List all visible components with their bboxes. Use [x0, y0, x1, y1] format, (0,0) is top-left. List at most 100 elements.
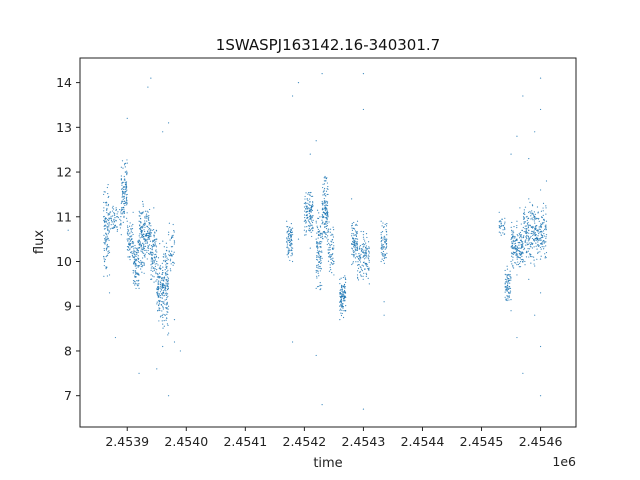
data-point — [155, 238, 157, 240]
data-point — [138, 235, 140, 237]
data-point — [156, 273, 159, 275]
data-point — [137, 240, 139, 243]
data-point — [138, 261, 140, 263]
data-point — [105, 249, 107, 251]
data-point — [123, 179, 125, 181]
data-point — [108, 246, 110, 248]
data-point — [359, 271, 362, 273]
data-point — [167, 332, 170, 334]
data-point — [158, 267, 160, 269]
data-point — [322, 186, 324, 189]
data-point — [540, 248, 542, 250]
data-point — [156, 251, 158, 253]
data-point — [132, 251, 135, 253]
data-point — [537, 218, 540, 220]
data-point — [331, 258, 333, 260]
data-point — [117, 211, 119, 213]
data-point — [498, 231, 500, 233]
data-point — [519, 266, 522, 268]
data-point — [159, 243, 161, 245]
data-point — [353, 221, 355, 224]
data-point — [173, 243, 175, 245]
data-point — [340, 285, 343, 287]
data-point — [136, 260, 138, 262]
data-point — [172, 236, 174, 238]
data-point — [364, 243, 366, 246]
data-point — [160, 297, 162, 299]
data-point — [382, 243, 384, 246]
data-point — [132, 272, 134, 274]
data-point — [137, 255, 139, 257]
data-point — [358, 253, 360, 255]
data-point — [499, 227, 501, 229]
data-point — [310, 224, 312, 226]
data-point — [124, 162, 126, 165]
data-point — [169, 268, 172, 270]
data-point — [165, 304, 167, 306]
data-point — [132, 269, 134, 272]
data-point — [305, 230, 308, 232]
data-point — [290, 228, 292, 230]
data-point — [148, 235, 150, 237]
data-point — [150, 253, 152, 255]
data-point — [125, 217, 128, 219]
data-point — [320, 243, 322, 245]
data-point — [380, 234, 382, 236]
data-point — [179, 350, 181, 352]
data-point — [518, 244, 520, 246]
data-point — [138, 372, 140, 374]
data-point — [359, 254, 361, 257]
data-point — [289, 230, 292, 233]
data-point — [318, 275, 320, 277]
data-point — [511, 237, 513, 239]
data-point — [510, 299, 512, 301]
data-point — [130, 228, 132, 230]
data-point — [135, 247, 137, 249]
data-point — [107, 252, 109, 255]
data-point — [128, 247, 130, 249]
data-point — [512, 237, 514, 239]
data-point — [535, 242, 537, 244]
data-point — [536, 206, 539, 208]
data-point — [368, 251, 370, 253]
data-point — [172, 253, 174, 255]
data-point — [157, 310, 159, 312]
data-point — [339, 305, 341, 307]
data-point — [137, 284, 139, 287]
data-point — [527, 248, 529, 250]
data-point — [306, 198, 308, 200]
data-point — [529, 210, 531, 213]
data-point — [150, 235, 152, 237]
data-point — [120, 216, 122, 218]
data-point — [311, 220, 313, 222]
data-point — [534, 222, 536, 224]
data-point — [308, 203, 310, 205]
data-point — [173, 240, 175, 242]
data-point — [317, 270, 319, 272]
data-point — [306, 226, 308, 228]
data-point — [141, 252, 144, 254]
data-point — [166, 250, 168, 252]
data-point — [147, 215, 149, 217]
data-point — [521, 229, 523, 232]
data-point — [533, 239, 535, 241]
data-point — [165, 294, 167, 296]
data-point — [126, 202, 128, 205]
data-point — [137, 283, 139, 285]
data-point — [119, 224, 121, 226]
data-point — [318, 267, 320, 269]
data-point — [522, 226, 524, 229]
data-point — [326, 225, 328, 227]
data-point — [164, 253, 167, 255]
data-point — [122, 210, 125, 213]
data-point — [173, 341, 176, 343]
data-point — [355, 249, 357, 251]
data-point — [163, 294, 165, 296]
data-point — [354, 248, 356, 250]
data-point — [144, 256, 146, 258]
data-point — [155, 245, 157, 247]
data-point — [521, 244, 524, 246]
data-point — [318, 285, 320, 288]
data-point — [339, 282, 341, 285]
data-point — [384, 253, 387, 256]
